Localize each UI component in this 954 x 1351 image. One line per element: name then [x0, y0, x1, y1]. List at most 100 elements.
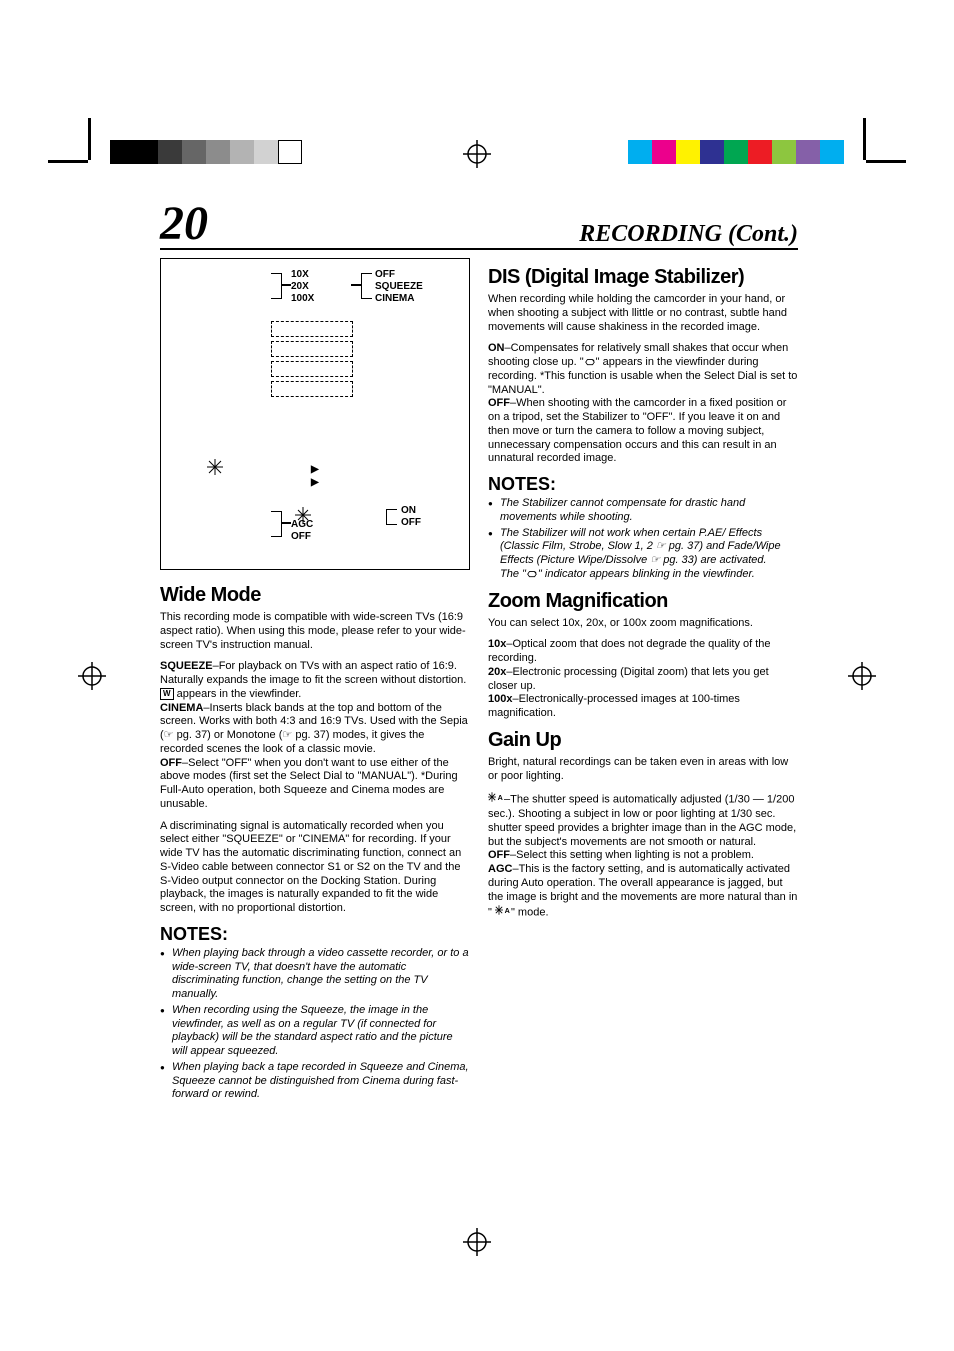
- cinema-label: CINEMA: [160, 702, 203, 714]
- registration-mark-icon: [848, 662, 876, 690]
- menu-row-icon: [271, 361, 353, 377]
- text: –Select this setting when lighting is no…: [510, 849, 754, 861]
- page-number: 20: [160, 200, 208, 248]
- wide-indicator-icon: W: [160, 688, 174, 700]
- swatch: [230, 140, 254, 164]
- page-ref-icon: ☞: [282, 729, 292, 741]
- content-area: 20 RECORDING (Cont.) 10X 20X 100X OFF SQ…: [160, 200, 798, 1110]
- zoom-option: 10X: [291, 269, 309, 280]
- star-icon: [207, 459, 223, 478]
- bracket: [271, 273, 282, 299]
- page-title: RECORDING (Cont.): [579, 221, 798, 248]
- swatch: [652, 140, 676, 164]
- zoom-heading: Zoom Magnification: [488, 590, 798, 613]
- swatch: [628, 140, 652, 164]
- text: The ": [500, 568, 526, 580]
- wide-option: CINEMA: [375, 293, 414, 304]
- bracket: [386, 509, 397, 525]
- snow-a-icon: A: [495, 904, 511, 921]
- registration-mark-icon: [463, 140, 491, 168]
- gain-mode1: A–The shutter speed is automatically adj…: [488, 791, 798, 849]
- gain-option: AGC: [291, 519, 313, 530]
- text: pg. 33) are activated.: [660, 554, 766, 566]
- tick: [281, 522, 291, 524]
- wide-mode-heading: Wide Mode: [160, 584, 470, 607]
- page-ref-icon: ☞: [650, 554, 660, 566]
- cinema-desc: CINEMA–Inserts black bands at the top an…: [160, 702, 470, 757]
- swatch: [820, 140, 844, 164]
- swatch: [676, 140, 700, 164]
- text: –Optical zoom that does not degrade the …: [488, 638, 771, 664]
- text: " mode.: [511, 907, 549, 919]
- registration-mark-icon: [463, 1228, 491, 1256]
- menu-diagram: 10X 20X 100X OFF SQUEEZE CINEMA: [160, 258, 470, 570]
- squeeze-desc: SQUEEZE–For playback on TVs with an aspe…: [160, 660, 470, 701]
- text: –Select "OFF" when you don't want to use…: [160, 757, 458, 810]
- wide-option: OFF: [375, 269, 395, 280]
- text: –Electronically-processed images at 100-…: [488, 693, 740, 719]
- notes-heading: NOTES:: [160, 924, 470, 945]
- crop-mark: [863, 118, 866, 160]
- notes-list: The Stabilizer cannot compensate for dra…: [488, 497, 798, 582]
- crop-mark: [88, 118, 91, 160]
- dis-off-desc: OFF–When shooting with the camcorder in …: [488, 397, 798, 466]
- left-column: 10X 20X 100X OFF SQUEEZE CINEMA: [160, 258, 470, 1110]
- zoom-20x: 20x–Electronic processing (Digital zoom)…: [488, 666, 798, 694]
- swatch: [254, 140, 278, 164]
- note-item: The Stabilizer will not work when certai…: [500, 527, 798, 582]
- text: pg. 37) or Monotone (: [174, 729, 283, 741]
- notes-list: When playing back through a video casset…: [160, 947, 470, 1102]
- agc-label: AGC: [488, 863, 512, 875]
- swatch: [724, 140, 748, 164]
- note-item: The Stabilizer cannot compensate for dra…: [500, 497, 798, 525]
- dis-on-desc: ON–Compensates for relatively small shak…: [488, 342, 798, 397]
- dis-option: ON: [401, 505, 416, 516]
- crop-mark: [866, 160, 906, 163]
- wide-option: SQUEEZE: [375, 281, 423, 292]
- swatch: [748, 140, 772, 164]
- swatch: [158, 140, 182, 164]
- svg-text:A: A: [498, 793, 503, 802]
- page-ref-icon: ☞: [164, 729, 174, 741]
- auto-signal-desc: A discriminating signal is automatically…: [160, 820, 470, 916]
- page-header: 20 RECORDING (Cont.): [160, 200, 798, 250]
- swatch: [206, 140, 230, 164]
- label: 10x: [488, 638, 506, 650]
- off-label: OFF: [488, 397, 510, 409]
- label: 20x: [488, 666, 506, 678]
- dis-heading: DIS (Digital Image Stabilizer): [488, 266, 798, 289]
- zoom-intro: You can select 10x, 20x, or 100x zoom ma…: [488, 617, 798, 631]
- gain-heading: Gain Up: [488, 729, 798, 752]
- note-item: When playing back a tape recorded in Squ…: [172, 1061, 470, 1102]
- off-label: OFF: [488, 849, 510, 861]
- gain-off: OFF–Select this setting when lighting is…: [488, 849, 798, 863]
- svg-text:A: A: [505, 906, 510, 915]
- bracket: [361, 273, 372, 299]
- off-label: OFF: [160, 757, 182, 769]
- arrow-icon: ▶: [311, 477, 319, 488]
- note-item: When recording using the Squeeze, the im…: [172, 1004, 470, 1059]
- page-root: 20 RECORDING (Cont.) 10X 20X 100X OFF SQ…: [0, 0, 954, 1351]
- zoom-10x: 10x–Optical zoom that does not degrade t…: [488, 638, 798, 666]
- zoom-100x: 100x–Electronically-processed images at …: [488, 693, 798, 721]
- text: " indicator appears blinking in the view…: [538, 568, 755, 580]
- bracket: [271, 511, 282, 537]
- swatch: [772, 140, 796, 164]
- zoom-option: 20X: [291, 281, 309, 292]
- swatch: [182, 140, 206, 164]
- page-ref-icon: ☞: [656, 540, 666, 552]
- snow-a-icon: A: [488, 791, 504, 808]
- text: –Electronic processing (Digital zoom) th…: [488, 666, 769, 692]
- menu-row-icon: [271, 341, 353, 357]
- wide-mode-intro: This recording mode is compatible with w…: [160, 611, 470, 652]
- swatch: [134, 140, 158, 164]
- dis-intro: When recording while holding the camcord…: [488, 293, 798, 334]
- text: –When shooting with the camcorder in a f…: [488, 397, 786, 464]
- label: 100x: [488, 693, 512, 705]
- zoom-option: 100X: [291, 293, 314, 304]
- note-item: When playing back through a video casset…: [172, 947, 470, 1002]
- registration-mark-icon: [78, 662, 106, 690]
- gain-option: OFF: [291, 531, 311, 542]
- stabilizer-icon: [584, 357, 596, 367]
- menu-row-icon: [271, 381, 353, 397]
